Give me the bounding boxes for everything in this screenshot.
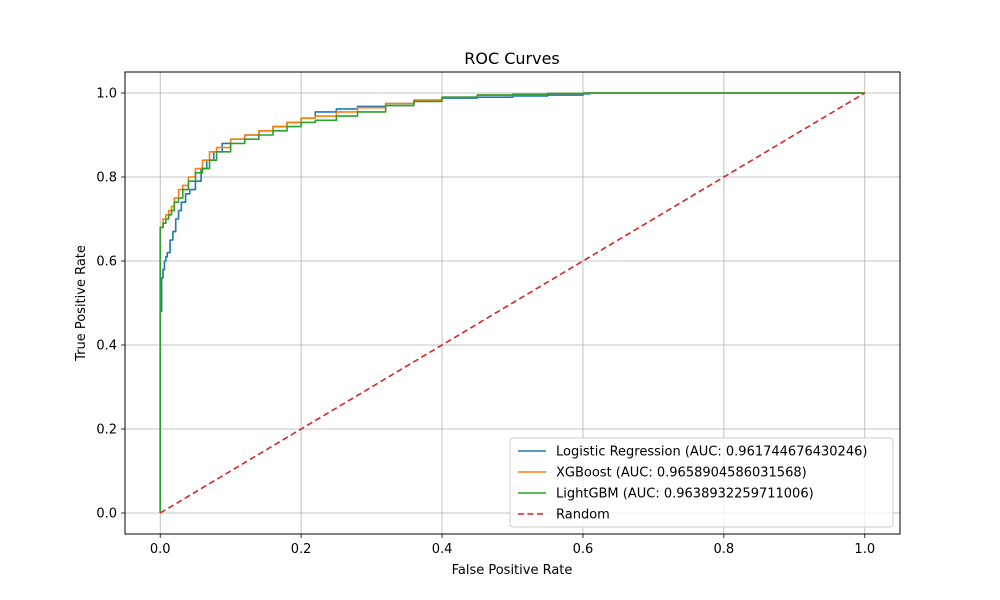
series-layer: [159, 92, 866, 514]
legend-label-random: Random: [556, 508, 610, 523]
y-tick-label: 1.0: [96, 87, 117, 102]
legend-label-xgboost: XGBoost (AUC: 0.9658904586031568): [556, 466, 807, 481]
legend-box: [509, 437, 894, 528]
legend-label-logistic: Logistic Regression (AUC: 0.961744676430…: [556, 445, 867, 460]
ticks: 0.0 0.2 0.4 0.6 0.8 1.0 0.0 0.2 0.4 0.6 0.8 1.0: [96, 87, 875, 558]
plot-frame: [124, 71, 901, 535]
legend: Logistic Regression (AUC: 0.961744676430…: [509, 437, 894, 528]
x-tick-label: 0.8: [714, 542, 735, 557]
x-tick-label: 0.4: [432, 542, 453, 557]
y-tick-label: 0.8: [96, 171, 117, 186]
series-line-lightgbm: [159, 92, 865, 513]
y-tick-label: 0.6: [96, 255, 117, 270]
x-tick-label: 0.6: [573, 542, 594, 557]
chart-title: ROC Curves: [464, 49, 560, 68]
legend-label-lightgbm: LightGBM (AUC: 0.9638932259711006): [556, 487, 814, 502]
x-tick-label: 0.0: [150, 542, 171, 557]
y-axis-label: True Positive Rate: [74, 245, 89, 362]
x-axis-label: False Positive Rate: [452, 563, 573, 578]
series-line-random: [159, 92, 866, 514]
y-tick-label: 0.4: [96, 339, 117, 354]
x-tick-label: 1.0: [854, 542, 875, 557]
y-tick-label: 0.2: [96, 423, 117, 438]
y-tick-label: 0.0: [96, 507, 117, 522]
x-tick-label: 0.2: [291, 542, 312, 557]
